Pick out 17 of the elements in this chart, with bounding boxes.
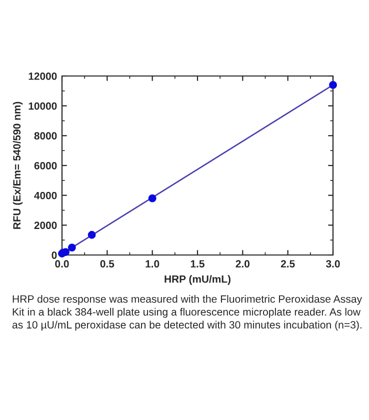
y-tick-label: 12000 <box>28 72 57 80</box>
x-tick-label: 0.0 <box>55 260 69 268</box>
y-tick-label: 2000 <box>34 222 57 230</box>
text: HRP dose response was measured with the Fluorimetric Peroxidase Assay Kit in a black 384-well plate using a fluorescence microplate reader. As low as 10 µU/mL peroxidase can be detected with 30 minutes incubation (n=3). <box>12 295 362 331</box>
y-tick-label: 10000 <box>28 102 57 110</box>
y-tick-label: 6000 <box>34 162 57 170</box>
x-axis-title: HRP (mU/mL) <box>164 275 230 285</box>
x-tick-label: 2.0 <box>236 260 250 268</box>
y-tick-label: 0 <box>52 252 57 259</box>
y-tick-label: 4000 <box>34 192 57 200</box>
x-tick-label: 1.5 <box>190 260 204 268</box>
x-tick-label: 2.5 <box>280 260 295 268</box>
y-tick-label: 8000 <box>34 132 57 140</box>
x-tick-label: 0.5 <box>100 260 114 268</box>
x-tick-label: 1.0 <box>146 260 160 268</box>
y-axis-title: RFU (Ex/Em= 540/590 nm) <box>12 102 23 229</box>
x-tick-label: 3.0 <box>326 260 340 268</box>
